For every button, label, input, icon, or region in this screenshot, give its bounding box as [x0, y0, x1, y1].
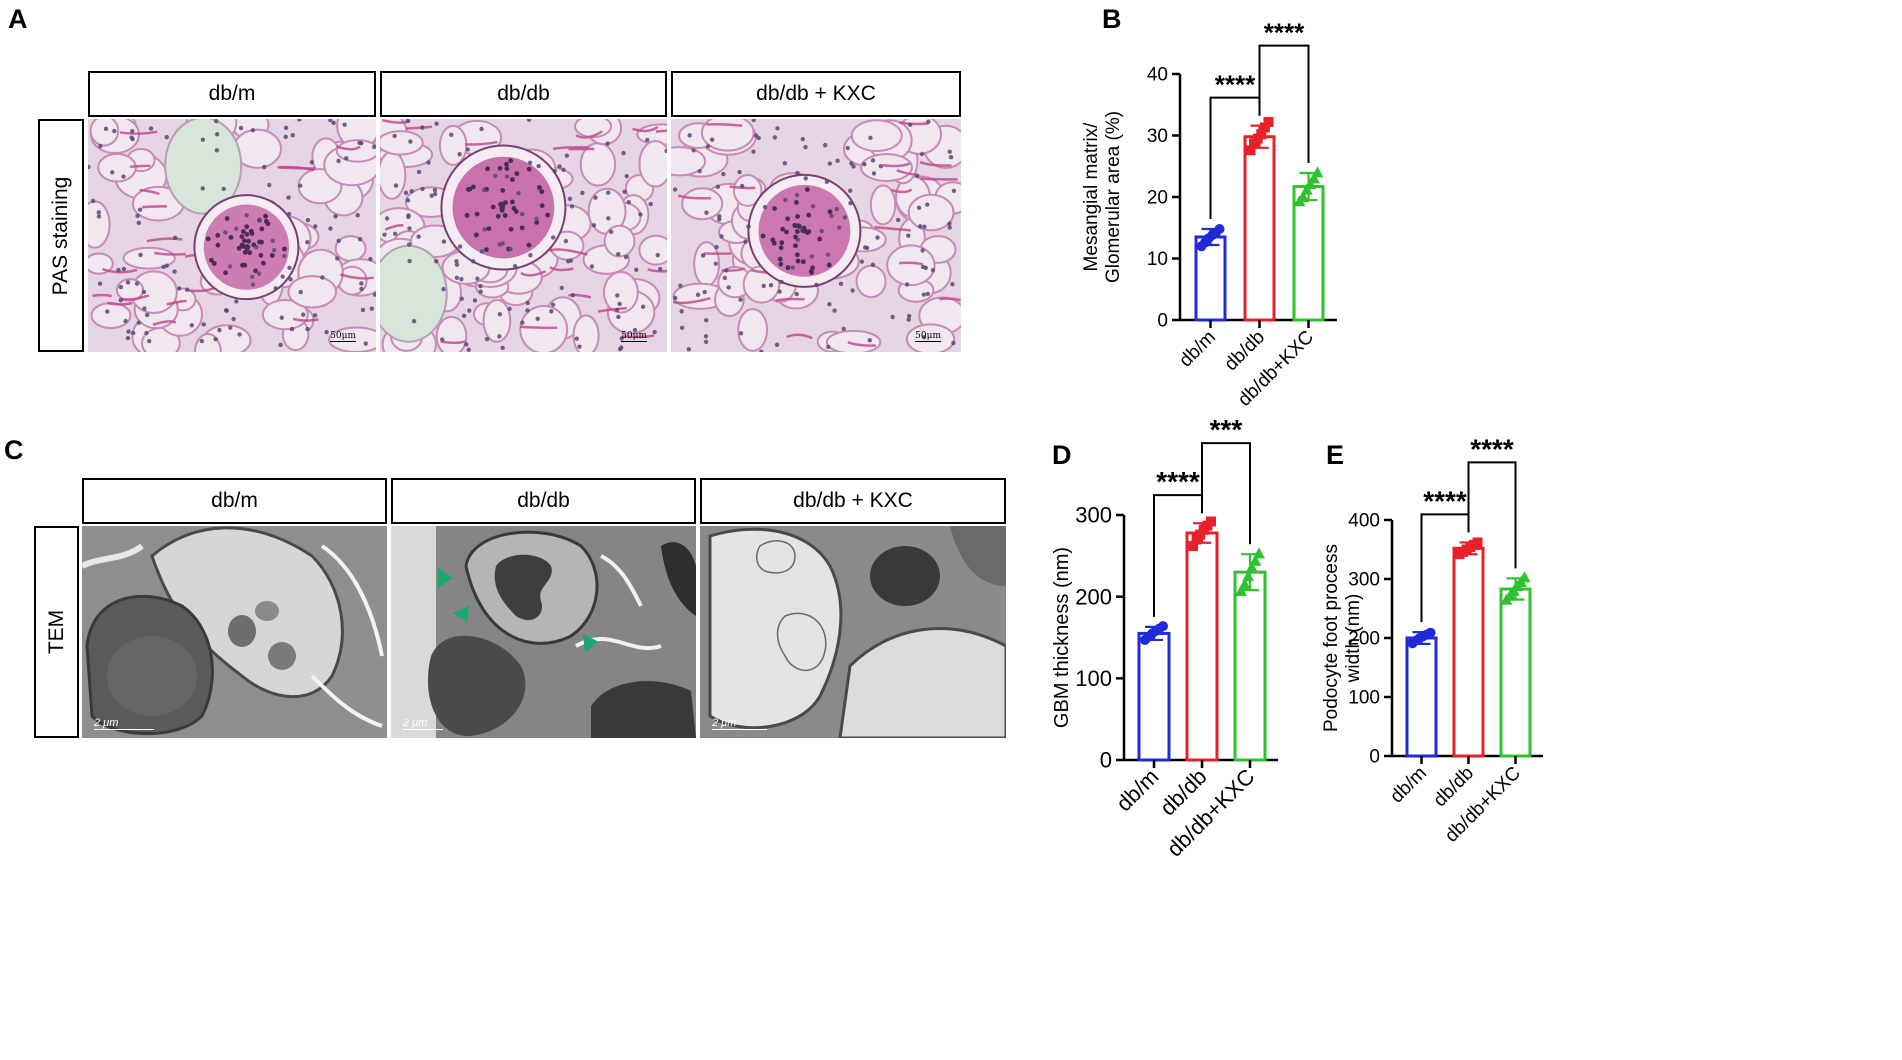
- bar: [1137, 631, 1171, 762]
- y-tick-label: 0: [1369, 747, 1380, 768]
- panel-b-letter: B: [1102, 4, 1122, 34]
- y-tick-label: 10: [1147, 249, 1168, 270]
- bar: [1233, 570, 1267, 762]
- y-tick-label: 200: [1348, 629, 1380, 650]
- significance-bracket: [1258, 44, 1310, 164]
- chart-d: 0 100 200 300 GBM thickness (nm) db/m db/db db/…: [1040, 414, 1320, 1060]
- data-point: [1158, 621, 1168, 632]
- y-tick-label: 30: [1147, 126, 1168, 147]
- scale-bar-label: 50μm: [621, 331, 647, 342]
- significance-label: ****: [1156, 466, 1200, 497]
- data-point: [1238, 578, 1251, 590]
- bar: [1243, 135, 1276, 322]
- significance-bracket: [1153, 494, 1203, 617]
- panel-e-letter: E: [1326, 440, 1345, 470]
- scale-bar-label: 2 μm: [94, 717, 154, 730]
- pas-image-kxc: 50μm: [671, 119, 961, 352]
- panel-c-letter: C: [4, 435, 24, 465]
- panel-a-letter: A: [8, 4, 28, 34]
- tem-label: TEM: [44, 609, 68, 655]
- data-point: [1518, 571, 1531, 583]
- data-point: [1245, 145, 1256, 156]
- data-point: [1263, 116, 1274, 127]
- data-point: [1242, 570, 1255, 582]
- significance-label: ****: [1470, 433, 1514, 464]
- scale-bar-label: 50μm: [915, 331, 941, 342]
- panel-d-letter: D: [1052, 440, 1072, 470]
- scale-bar-label: 2 μm: [712, 717, 767, 730]
- y-axis-label: Mesangial matrix/Glomerular area (%): [1081, 111, 1124, 283]
- data-point: [1425, 627, 1436, 638]
- significance-bracket: [1209, 96, 1261, 219]
- arrowhead-icon: [583, 634, 599, 652]
- significance-bracket: [1201, 442, 1251, 545]
- scale-bar-label: 50μm: [330, 331, 356, 342]
- x-tick-label: db/m: [1386, 763, 1431, 808]
- arrowhead-icon: [453, 606, 469, 622]
- pas-image-dbdb: 50μm: [380, 119, 667, 352]
- bar: [1405, 636, 1438, 758]
- data-point: [1472, 537, 1483, 548]
- significance-label: ****: [1215, 70, 1256, 100]
- bar: [1452, 546, 1485, 758]
- y-tick-label: 0: [1100, 748, 1112, 773]
- data-point: [1249, 554, 1262, 566]
- y-tick-label: 100: [1075, 666, 1112, 691]
- arrowhead-icon: [438, 568, 453, 588]
- data-point: [1214, 223, 1225, 234]
- x-tick-label: db/m: [1175, 327, 1220, 372]
- scale-bar-label: 2 μm: [403, 717, 443, 730]
- pas-image-dbm: 50μm: [88, 119, 376, 352]
- panel-c-header-dbm: db/m: [82, 478, 387, 524]
- panel-a-row-label: PAS staining: [38, 119, 84, 352]
- tem-image-dbdb: 2 μm: [391, 526, 696, 738]
- panel-a-header-dbdb: db/db: [380, 71, 667, 117]
- panel-a-header-dbm: db/m: [88, 71, 376, 117]
- significance-bracket: [1467, 461, 1517, 569]
- data-point: [1235, 584, 1247, 596]
- data-point: [1245, 561, 1258, 573]
- data-point: [1297, 191, 1310, 202]
- y-tick-label: 40: [1147, 65, 1168, 86]
- data-point: [1253, 547, 1265, 559]
- data-point: [1206, 516, 1216, 527]
- y-tick-label: 300: [1075, 503, 1112, 528]
- data-point: [1300, 183, 1313, 195]
- pas-staining-label: PAS staining: [49, 176, 72, 295]
- y-tick-label: 200: [1075, 584, 1112, 609]
- y-axis-label: Podocyte foot processwidth (nm): [1321, 544, 1364, 732]
- panel-c-header-dbdb: db/db: [391, 478, 696, 524]
- data-point: [1304, 178, 1317, 190]
- panel-c-header-kxc: db/db + KXC: [700, 478, 1006, 524]
- data-point: [1259, 122, 1270, 133]
- chart-b: 0 10 20 30 40 Mesangial matrix/Glomerular are…: [1040, 18, 1400, 440]
- data-point: [1311, 166, 1324, 178]
- panel-a-header-kxc: db/db + KXC: [671, 71, 961, 117]
- data-point: [1188, 541, 1198, 552]
- tem-image-dbm: 2 μm: [82, 526, 387, 738]
- data-point: [1307, 172, 1320, 184]
- y-tick-label: 300: [1348, 570, 1380, 591]
- significance-label: ****: [1264, 18, 1305, 48]
- y-tick-label: 100: [1348, 688, 1380, 709]
- tem-image-kxc: 2 μm: [700, 526, 1006, 738]
- bar: [1292, 185, 1325, 322]
- x-tick-label: db/m: [1111, 764, 1163, 816]
- panel-c-row-label: TEM: [34, 526, 79, 738]
- y-tick-label: 20: [1147, 188, 1168, 209]
- y-axis-label: GBM thickness (nm): [1051, 547, 1073, 728]
- chart-e: 0 100 200 300 400 Podocyte foot processwidth …: [1300, 425, 1590, 1060]
- significance-bracket: [1420, 513, 1470, 623]
- data-point: [1256, 129, 1267, 140]
- bar: [1185, 531, 1219, 762]
- significance-label: ****: [1423, 485, 1467, 516]
- significance-label: ***: [1210, 414, 1243, 445]
- y-tick-label: 400: [1348, 511, 1380, 532]
- bar: [1499, 587, 1532, 758]
- y-tick-label: 0: [1157, 311, 1168, 332]
